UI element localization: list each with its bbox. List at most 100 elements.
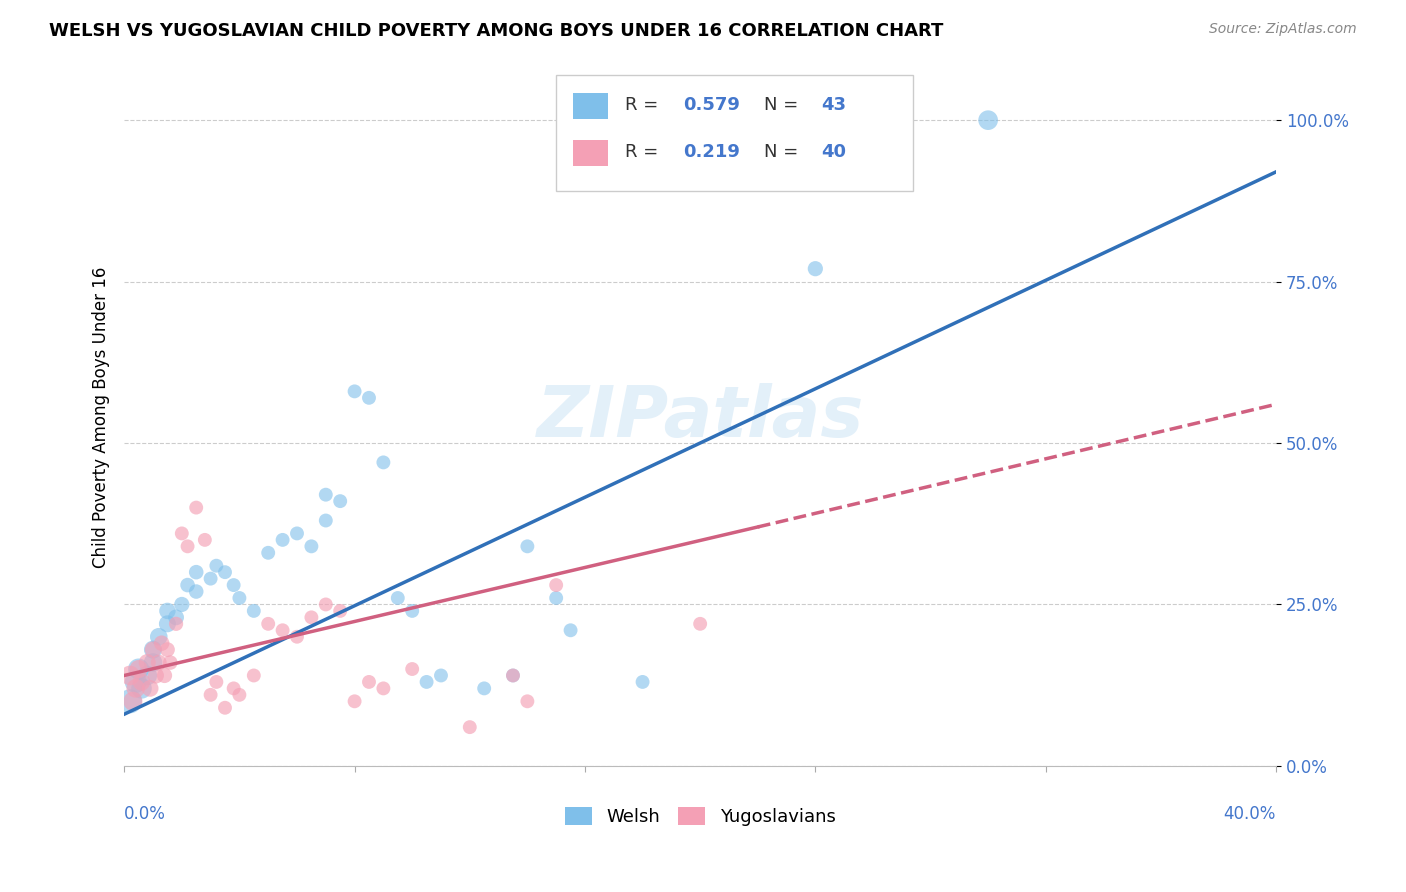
Point xyxy=(125,675,148,690)
Point xyxy=(118,694,141,708)
Point xyxy=(200,572,222,586)
Point xyxy=(329,494,352,508)
Point xyxy=(228,591,250,605)
Point xyxy=(214,700,236,714)
Point xyxy=(125,681,148,696)
Point xyxy=(315,514,337,528)
Point xyxy=(546,591,568,605)
Point xyxy=(329,604,352,618)
Point xyxy=(516,539,538,553)
Point xyxy=(516,694,538,708)
Point xyxy=(194,533,217,547)
Point xyxy=(142,656,165,670)
Text: 40.0%: 40.0% xyxy=(1223,805,1277,822)
Text: ZIPatlas: ZIPatlas xyxy=(537,383,863,451)
Point xyxy=(222,578,245,592)
Point xyxy=(502,668,524,682)
Point xyxy=(136,668,159,682)
Point xyxy=(176,578,198,592)
Point xyxy=(243,604,266,618)
Point xyxy=(128,662,150,676)
Point xyxy=(271,533,294,547)
Point xyxy=(153,668,176,682)
Legend: Welsh, Yugoslavians: Welsh, Yugoslavians xyxy=(558,800,842,833)
Point xyxy=(170,526,193,541)
Text: Source: ZipAtlas.com: Source: ZipAtlas.com xyxy=(1209,22,1357,37)
Text: 0.579: 0.579 xyxy=(683,96,740,114)
Point xyxy=(401,662,423,676)
Point xyxy=(186,584,208,599)
Point xyxy=(546,578,568,592)
Point xyxy=(357,391,380,405)
Point xyxy=(357,675,380,690)
Point xyxy=(165,616,187,631)
Point xyxy=(373,681,395,696)
Point xyxy=(631,675,654,690)
Point xyxy=(170,598,193,612)
Point xyxy=(205,558,228,573)
Point xyxy=(156,616,179,631)
Point xyxy=(315,488,337,502)
Point xyxy=(415,675,437,690)
Point xyxy=(139,681,162,696)
Point xyxy=(472,681,495,696)
Point xyxy=(121,694,143,708)
Point xyxy=(186,565,208,579)
Point xyxy=(222,681,245,696)
Text: 43: 43 xyxy=(821,96,846,114)
Point xyxy=(689,616,711,631)
Point xyxy=(285,526,308,541)
Point xyxy=(299,610,322,624)
Point xyxy=(205,675,228,690)
Point xyxy=(200,688,222,702)
Point xyxy=(148,656,170,670)
Point xyxy=(156,642,179,657)
Point xyxy=(299,539,322,553)
Point xyxy=(131,675,153,690)
FancyBboxPatch shape xyxy=(574,140,607,166)
Point xyxy=(186,500,208,515)
Point xyxy=(142,642,165,657)
Point xyxy=(977,113,1000,128)
Point xyxy=(159,656,181,670)
Text: 0.219: 0.219 xyxy=(683,144,740,161)
Point xyxy=(257,546,280,560)
Point xyxy=(150,636,173,650)
Point xyxy=(271,624,294,638)
Point xyxy=(502,668,524,682)
Point xyxy=(118,668,141,682)
Text: 0.0%: 0.0% xyxy=(124,805,166,822)
Point xyxy=(165,610,187,624)
Point xyxy=(430,668,453,682)
Point xyxy=(214,565,236,579)
Text: WELSH VS YUGOSLAVIAN CHILD POVERTY AMONG BOYS UNDER 16 CORRELATION CHART: WELSH VS YUGOSLAVIAN CHILD POVERTY AMONG… xyxy=(49,22,943,40)
Point xyxy=(387,591,409,605)
FancyBboxPatch shape xyxy=(557,76,914,191)
Point xyxy=(148,630,170,644)
Text: N =: N = xyxy=(763,96,803,114)
Point xyxy=(243,668,266,682)
Point xyxy=(257,616,280,631)
Point xyxy=(131,681,153,696)
Text: R =: R = xyxy=(626,144,664,161)
Point xyxy=(145,668,167,682)
Point xyxy=(176,539,198,553)
Point xyxy=(343,384,366,399)
Point xyxy=(343,694,366,708)
Point xyxy=(458,720,481,734)
Point xyxy=(136,656,159,670)
Point xyxy=(228,688,250,702)
Point xyxy=(373,455,395,469)
Point xyxy=(156,604,179,618)
Text: N =: N = xyxy=(763,144,803,161)
Point xyxy=(285,630,308,644)
Y-axis label: Child Poverty Among Boys Under 16: Child Poverty Among Boys Under 16 xyxy=(93,267,110,568)
Point xyxy=(315,598,337,612)
Text: 40: 40 xyxy=(821,144,846,161)
Point xyxy=(560,624,582,638)
Point xyxy=(128,662,150,676)
Point xyxy=(804,261,827,276)
FancyBboxPatch shape xyxy=(574,93,607,120)
Point xyxy=(142,642,165,657)
Point xyxy=(401,604,423,618)
